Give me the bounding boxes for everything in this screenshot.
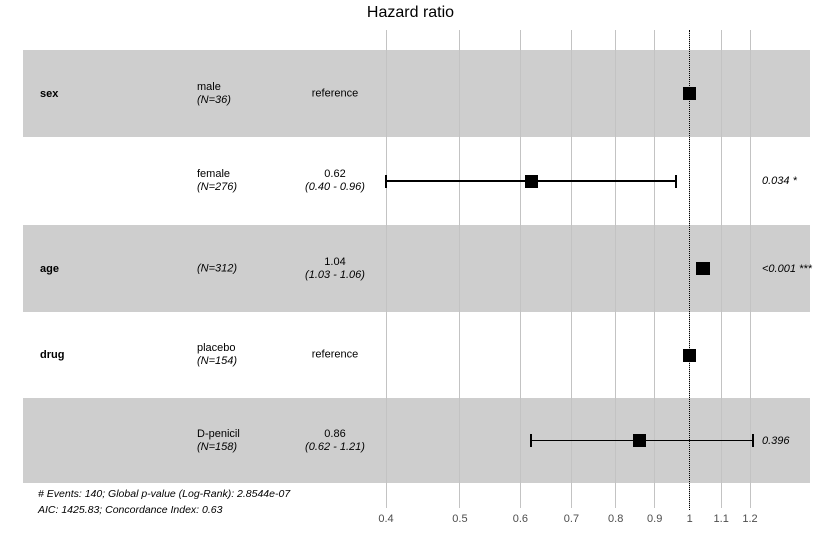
hr-point-marker: [696, 262, 710, 275]
row-n-label: (N=312): [197, 262, 238, 274]
row-ci-label: (1.03 - 1.06): [305, 268, 365, 281]
row-estimate-value: reference: [311, 348, 359, 361]
row-n-label: (N=154): [197, 355, 238, 367]
x-gridline: [459, 30, 461, 508]
row-level-label: placebo: [197, 342, 236, 354]
footer-line-aic: AIC: 1425.83; Concordance Index: 0.63: [38, 504, 223, 516]
x-tick-label: 0.7: [563, 513, 580, 525]
ci-cap: [675, 174, 677, 188]
x-gridline: [615, 30, 617, 508]
row-level-label: D-penicil: [197, 427, 240, 440]
chart-title: Hazard ratio: [366, 4, 455, 21]
x-gridline: [720, 30, 722, 508]
row-level-cell: D-penicil (N=158): [197, 428, 240, 454]
row-estimate-cell: 0.86 (0.62 - 1.21): [305, 428, 365, 454]
row-estimate-cell: 0.62 (0.40 - 0.96): [305, 168, 365, 194]
x-tick-label: 0.5: [452, 513, 468, 525]
row-estimate-value: reference: [311, 87, 359, 99]
row-variable-label: drug: [40, 349, 65, 361]
x-gridline: [749, 30, 751, 508]
row-n-label: (N=36): [197, 93, 231, 106]
row-level-cell: (N=312): [197, 262, 237, 275]
ci-cap: [530, 434, 532, 447]
stripe-band: [23, 225, 810, 312]
row-variable-label: sex: [40, 87, 59, 100]
x-gridline: [570, 30, 572, 508]
x-tick-label: 0.6: [512, 513, 528, 525]
row-estimate-value: 0.86: [324, 427, 346, 440]
hr-point-marker: [683, 87, 697, 100]
row-p-value: 0.396: [762, 434, 790, 447]
hr-point-marker: [683, 348, 697, 362]
x-tick-label: 0.4: [378, 513, 394, 525]
row-n-label: (N=158): [197, 440, 238, 453]
x-tick-label: 1.2: [742, 513, 758, 525]
row-estimate-cell: reference: [312, 349, 358, 362]
row-level-cell: male (N=36): [197, 81, 231, 107]
row-estimate-cell: reference: [312, 87, 358, 100]
row-level-cell: placebo (N=154): [197, 342, 237, 368]
row-ci-label: (0.62 - 1.21): [305, 440, 365, 453]
x-gridline: [519, 30, 521, 508]
x-gridline: [385, 30, 387, 508]
row-level-label: female: [197, 168, 231, 180]
footer-line-events: # Events: 140; Global p-value (Log-Rank)…: [38, 488, 291, 500]
row-estimate-value: 0.62: [324, 168, 346, 180]
x-tick-label: 1: [686, 513, 693, 525]
ci-cap: [752, 434, 754, 447]
x-tick-label: 0.8: [608, 513, 624, 525]
row-level-cell: female (N=276): [197, 168, 237, 194]
reference-line: [689, 30, 691, 510]
row-estimate-cell: 1.04 (1.03 - 1.06): [305, 256, 365, 282]
row-estimate-value: 1.04: [324, 255, 346, 268]
stripe-band: [23, 50, 810, 137]
row-variable-label: age: [40, 262, 59, 275]
row-level-label: male: [197, 80, 221, 93]
row-p-value: <0.001 ***: [762, 262, 812, 275]
hr-point-marker: [524, 174, 538, 188]
hr-point-marker: [633, 434, 647, 447]
row-n-label: (N=276): [197, 181, 238, 193]
x-tick-label: 0.9: [647, 513, 663, 525]
x-gridline: [654, 30, 656, 508]
row-ci-label: (0.40 - 0.96): [305, 181, 365, 193]
ci-cap: [385, 174, 387, 188]
model-stats-footer: # Events: 140; Global p-value (Log-Rank)…: [38, 486, 290, 518]
x-tick-label: 1.1: [713, 513, 729, 525]
row-p-value: 0.034 *: [762, 175, 797, 187]
